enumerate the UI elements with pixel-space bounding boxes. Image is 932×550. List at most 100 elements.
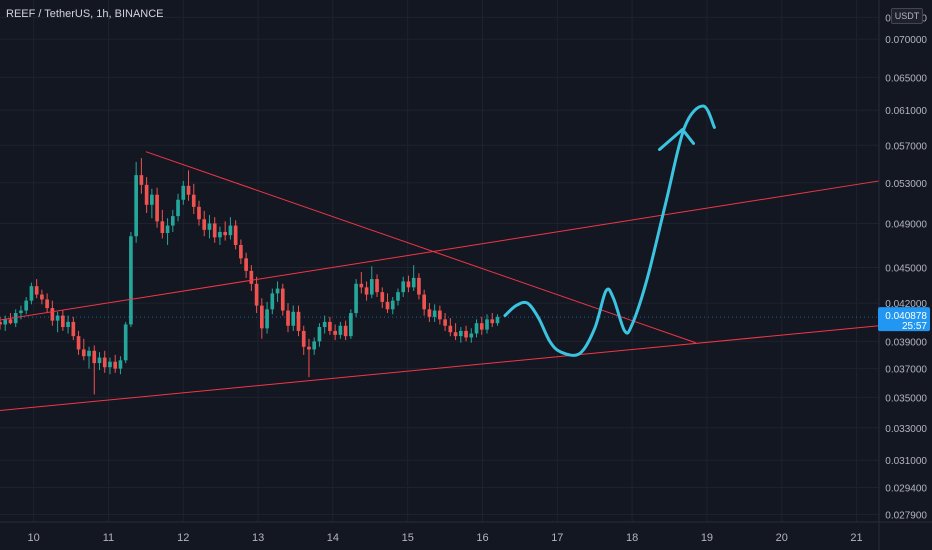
last-price-tag [878,307,930,332]
candle-body [333,330,337,335]
candle-body [375,279,379,293]
candle-body [71,321,76,337]
candle-body [139,175,144,185]
price-tick-label: 0.042000 [885,299,927,310]
projection-curve [503,104,716,357]
price-tick-label: 0.039000 [885,337,927,348]
candle-body [24,300,29,311]
time-tick-label: 21 [850,532,862,544]
candle-body [338,325,343,335]
symbol-legend[interactable]: REEF / TetherUS, 1h, BINANCE [6,8,164,20]
price-tick-label: 0.045000 [885,263,927,274]
candle-body [301,330,306,347]
candle-body [123,324,128,361]
candle-body [485,319,489,330]
candle-body [328,321,332,331]
candle-body [432,310,437,317]
candle-body [349,313,353,337]
candle-body [474,323,479,334]
price-tick-label: 0.053000 [885,179,927,190]
time-tick-label: 17 [551,532,563,544]
candle-body [417,277,421,295]
candle-body [296,311,301,331]
candle-body [469,333,474,338]
price-tick-label: 0.027900 [885,511,927,522]
candle-body [134,175,138,237]
time-tick-label: 14 [327,532,339,544]
candle-body [34,286,39,295]
price-tick-label: 0.049000 [885,219,927,230]
candle-body [406,281,411,288]
candle-body [427,309,432,317]
candle-body [165,225,170,234]
candle-body [170,216,175,226]
candle-body [286,310,290,326]
candle-body [50,308,55,321]
candle-body [464,330,468,338]
candle-body [181,185,186,200]
candle-body [186,185,191,195]
candle-body [401,281,406,293]
candle-body [155,194,159,222]
candle-body [113,361,118,369]
candle-body [396,292,400,301]
candle-body [291,311,296,326]
candle-body [312,341,317,350]
candle-body [207,223,212,230]
candle-body [259,305,264,329]
candle-body [343,325,348,337]
candle-body [443,319,447,326]
candle-body [317,327,322,342]
candle-body [0,321,2,325]
candle-body [422,294,426,310]
trendline [0,180,880,321]
candle-body [223,231,228,236]
time-tick-label: 15 [402,532,414,544]
candle-body [359,283,364,288]
candle-body [354,283,358,314]
time-tick-label: 18 [626,532,638,544]
price-tick-label: 0.029400 [885,483,927,494]
price-tick-label: 0.061000 [885,106,927,117]
projection-arrowhead [657,127,695,151]
candle-body [160,221,165,234]
currency-label[interactable]: USDT [891,8,923,24]
candle-body [197,206,201,220]
candle-body [233,225,238,245]
time-tick-label: 20 [776,532,788,544]
candle-body [118,360,123,369]
candle-body [385,301,390,310]
price-tick-label: 0.035000 [885,393,927,404]
candle-body [307,346,311,350]
candle-body [45,299,49,309]
trendline [0,325,880,411]
candle-body [19,310,23,314]
candle-body [228,225,233,236]
candle-body [29,286,34,301]
price-tick-label: 0.065000 [885,73,927,84]
time-tick-label: 12 [177,532,189,544]
candle-body [202,219,207,230]
candle-body [458,330,463,337]
candle-body [390,300,395,310]
candle-body [364,287,369,295]
candle-body [87,350,91,357]
candle-body [176,199,180,217]
candle-body [254,283,259,306]
candle-body [92,350,97,364]
candle-body [495,316,500,324]
candle-body [66,321,70,328]
candle-body [265,309,269,329]
candle-body [150,194,154,205]
candle-body [280,288,285,311]
candle-body [76,336,81,350]
trendline [145,151,696,344]
candle-body [438,310,442,320]
candle-body [108,361,112,368]
candle-body [322,321,327,328]
candle-body [453,332,458,337]
price-tick-label: 0.031000 [885,456,927,467]
